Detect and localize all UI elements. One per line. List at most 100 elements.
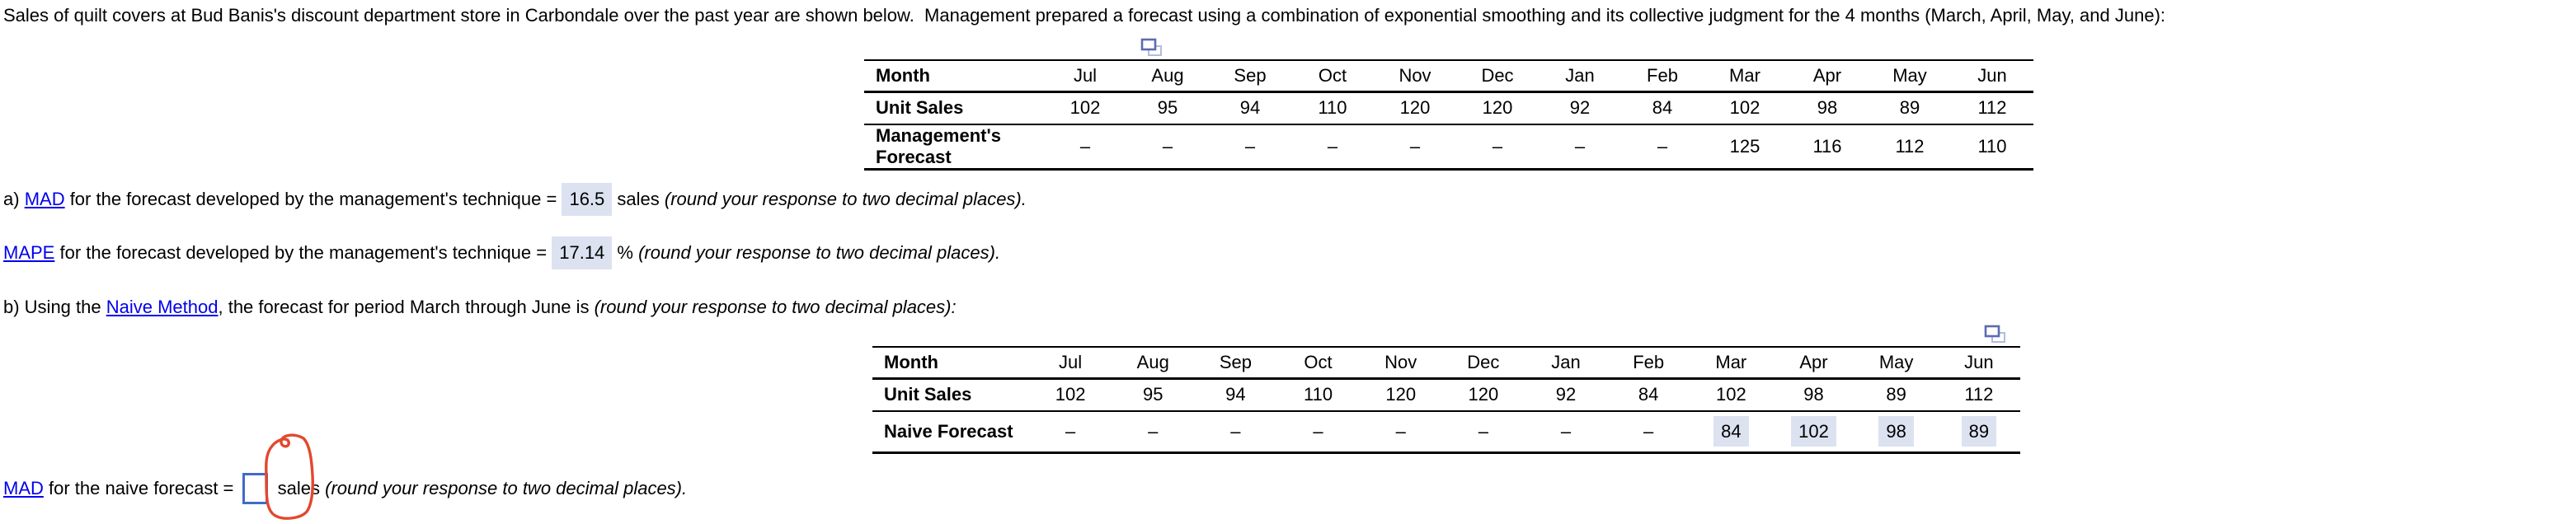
unit-sales-row-label: Unit Sales: [876, 97, 964, 119]
part-a-text: for the forecast developed by the manage…: [64, 189, 562, 209]
unit-sales-cell: 110: [1318, 97, 1347, 119]
month-header-aug: Aug: [1151, 64, 1184, 86]
unit-sales-cell: 102: [1729, 97, 1760, 119]
unit-sales-cell: 110: [1304, 384, 1333, 405]
forecast-cell: 102: [1772, 411, 1854, 452]
month-header-feb: Feb: [1647, 64, 1678, 86]
mad-naive-text: for the naive forecast =: [43, 478, 239, 498]
unit-sales-cell: 92: [1569, 97, 1591, 119]
mad-link-2[interactable]: MAD: [3, 478, 44, 498]
unit-sales-cell: 89: [1899, 97, 1920, 119]
forecast-cell: 98: [1855, 411, 1938, 452]
month-header-aug: Aug: [1136, 351, 1169, 372]
part-a-units: sales: [612, 189, 665, 209]
month-header-jul: Jul: [1073, 64, 1098, 86]
forecast-answer-highlight: 102: [1791, 415, 1836, 447]
part-b-text: , the forecast for period March through …: [218, 297, 595, 317]
forecast-cell: –: [1162, 136, 1173, 157]
mape-link[interactable]: MAPE: [3, 242, 55, 263]
copy-icon-glyph: [1984, 325, 2005, 343]
forecast-cell: –: [1574, 136, 1586, 157]
month-row-label: Month: [876, 64, 930, 86]
naive-forecast-table: Month Jul Aug Sep Oct Nov Dec Jan Feb Mar Apr May J…: [872, 346, 2020, 454]
forecast-cell: 89: [1938, 411, 2020, 452]
unit-sales-row-label: Unit Sales: [884, 384, 972, 405]
unit-sales-row: Unit Sales 102 95 94 110 120 120 92 84 102 98 89 11…: [872, 378, 2020, 411]
month-row-label: Month: [884, 351, 938, 372]
intro-text: Sales of quilt covers at Bud Banis's dis…: [3, 5, 2166, 26]
copy-table-icon-2[interactable]: [1984, 325, 2007, 346]
forecast-cell: 112: [1895, 136, 1925, 157]
unit-sales-cell: 98: [1817, 97, 1838, 119]
month-header-dec: Dec: [1467, 351, 1500, 372]
mad-naive-input[interactable]: [242, 473, 268, 504]
mape-answer-value: 17.14: [552, 236, 613, 269]
unit-sales-cell: 112: [1977, 97, 2007, 119]
part-a-note: (round your response to two decimal plac…: [664, 189, 1027, 209]
unit-sales-cell: 98: [1803, 384, 1824, 405]
forecast-cell: 110: [1977, 136, 2007, 157]
month-header-nov: Nov: [1384, 351, 1417, 372]
unit-sales-cell: 120: [1399, 97, 1431, 119]
forecast-cell: –: [1409, 136, 1421, 157]
mad-naive-line: MAD for the naive forecast = sales (roun…: [3, 470, 687, 508]
month-header-row: Month Jul Aug Sep Oct Nov Dec Jan Feb Mar Apr May J…: [864, 60, 2033, 91]
part-b-line: b) Using the Naive Method , the forecast…: [3, 291, 957, 324]
unit-sales-cell: 94: [1225, 384, 1246, 405]
month-header-jul: Jul: [1059, 351, 1083, 372]
month-header-oct: Oct: [1304, 351, 1333, 372]
management-forecast-table: Month Jul Aug Sep Oct Nov Dec Jan Feb Mar Apr May J…: [864, 59, 2033, 171]
forecast-row-label: Naive Forecast: [884, 420, 1013, 442]
month-header-dec: Dec: [1481, 64, 1514, 86]
unit-sales-cell: 102: [1069, 97, 1101, 119]
month-header-jun: Jun: [1964, 351, 1994, 372]
forecast-row-label: Management's Forecast: [876, 125, 1001, 167]
month-header-mar: Mar: [1729, 64, 1760, 86]
copy-table-icon[interactable]: [1140, 38, 1163, 59]
month-header-jan: Jan: [1551, 351, 1581, 372]
mape-units: %: [612, 242, 639, 263]
month-header-may: May: [1878, 351, 1914, 372]
forecast-cell: –: [1230, 420, 1241, 442]
forecast-cell: –: [1065, 420, 1076, 442]
forecast-cell: –: [1313, 420, 1323, 442]
forecast-cell: –: [1079, 136, 1091, 157]
part-a-prefix: a): [3, 189, 25, 209]
forecast-cell: –: [1560, 420, 1572, 442]
forecast-cell: –: [1478, 420, 1488, 442]
month-header-jun: Jun: [1977, 64, 2007, 86]
forecast-cell: –: [1327, 136, 1338, 157]
unit-sales-row: Unit Sales 102 95 94 110 120 120 92 84 102 98 89 11…: [864, 91, 2033, 124]
unit-sales-cell: 95: [1157, 97, 1178, 119]
part-b-note: (round your response to two decimal plac…: [594, 297, 957, 317]
forecast-cell: –: [1244, 136, 1256, 157]
part-a-line: a) MAD for the forecast developed by the…: [3, 183, 1027, 216]
month-header-oct: Oct: [1318, 64, 1347, 86]
unit-sales-cell: 89: [1886, 384, 1906, 405]
forecast-cell: –: [1492, 136, 1503, 157]
unit-sales-cell: 112: [1964, 384, 1994, 405]
month-header-apr: Apr: [1812, 64, 1842, 86]
forecast-cell: –: [1148, 420, 1159, 442]
mad-naive-units: sales: [272, 478, 326, 498]
forecast-cell: –: [1643, 420, 1654, 442]
month-header-sep: Sep: [1219, 351, 1252, 372]
mape-line: MAPE for the forecast developed by the m…: [3, 236, 1000, 269]
forecast-row: Management's Forecast – – – – – – – – 125 116 112 1…: [864, 124, 2033, 170]
unit-sales-cell: 120: [1468, 384, 1499, 405]
mad-link[interactable]: MAD: [24, 189, 65, 209]
forecast-answer-highlight: 98: [1878, 415, 1914, 447]
unit-sales-cell: 84: [1652, 97, 1673, 119]
forecast-row: Naive Forecast – – – – – – – – 84 102 98 89: [872, 411, 2020, 452]
unit-sales-cell: 94: [1239, 97, 1261, 119]
unit-sales-cell: 102: [1055, 384, 1086, 405]
forecast-cell: 84: [1690, 411, 1772, 452]
unit-sales-cell: 92: [1555, 384, 1577, 405]
month-header-mar: Mar: [1715, 351, 1747, 372]
naive-method-link[interactable]: Naive Method: [106, 297, 219, 317]
mape-text: for the forecast developed by the manage…: [54, 242, 552, 263]
mad-naive-note: (round your response to two decimal plac…: [325, 478, 688, 498]
month-header-sep: Sep: [1234, 64, 1267, 86]
forecast-cell: –: [1395, 420, 1406, 442]
forecast-answer-highlight: 84: [1713, 415, 1749, 447]
